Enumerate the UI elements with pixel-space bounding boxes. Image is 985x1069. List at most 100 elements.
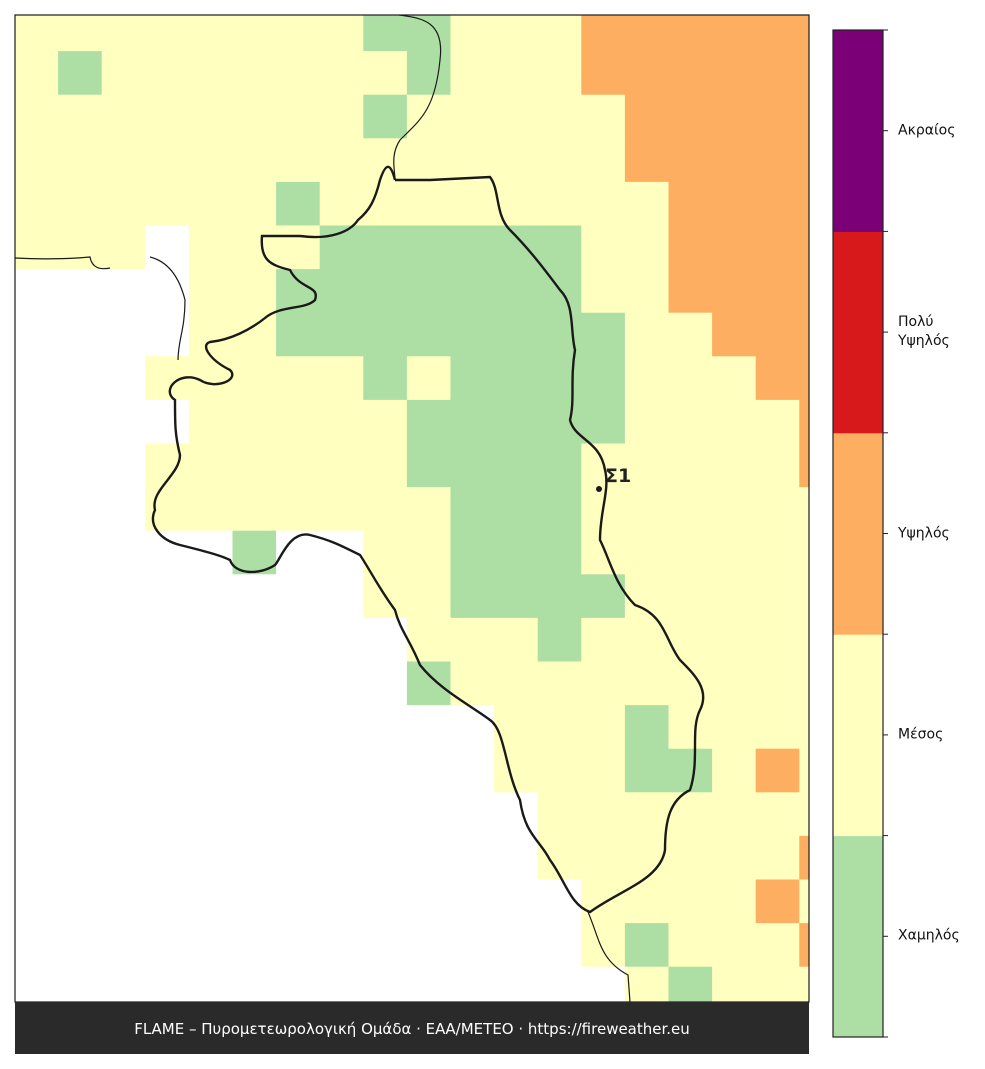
risk-cell: [406, 879, 451, 924]
risk-cell: [58, 487, 103, 532]
risk-cell: [668, 51, 713, 96]
risk-cell: [537, 835, 582, 880]
risk-cell: [537, 966, 582, 1002]
risk-cell: [58, 225, 103, 270]
risk-cell: [581, 181, 626, 226]
risk-cell: [58, 617, 103, 662]
risk-cell: [799, 138, 809, 183]
risk-cell: [58, 835, 103, 880]
risk-cell: [188, 312, 233, 357]
risk-cell: [363, 51, 408, 96]
risk-cell: [145, 617, 190, 662]
risk-cell: [581, 312, 626, 357]
risk-cell: [668, 181, 713, 226]
risk-cell: [58, 94, 103, 139]
risk-cell: [101, 225, 146, 270]
risk-cell: [276, 181, 321, 226]
risk-cell: [712, 617, 757, 662]
risk-cell: [799, 966, 809, 1002]
risk-cell: [276, 705, 321, 750]
risk-cell: [712, 879, 757, 924]
risk-cell: [406, 51, 451, 96]
risk-cell: [581, 399, 626, 444]
risk-cell: [581, 792, 626, 837]
risk-cell: [537, 487, 582, 532]
risk-cell: [232, 51, 277, 96]
risk-cell: [276, 138, 321, 183]
risk-cell: [537, 399, 582, 444]
risk-cell: [101, 399, 146, 444]
risk-cell: [755, 356, 800, 401]
risk-cell: [15, 792, 59, 837]
risk-cell: [755, 879, 800, 924]
risk-cell: [232, 443, 277, 488]
risk-cell: [494, 835, 539, 880]
risk-cell: [15, 966, 59, 1002]
risk-cell: [624, 15, 669, 52]
risk-cell: [406, 966, 451, 1002]
risk-cell: [537, 51, 582, 96]
risk-cell: [406, 487, 451, 532]
risk-cell: [188, 51, 233, 96]
risk-cell: [581, 225, 626, 270]
risk-cell: [15, 705, 59, 750]
risk-cell: [15, 15, 59, 52]
risk-cell: [494, 138, 539, 183]
risk-cell: [232, 792, 277, 837]
risk-cell: [450, 530, 495, 575]
risk-cell: [668, 792, 713, 837]
risk-cell: [581, 923, 626, 968]
risk-cell: [799, 312, 809, 357]
risk-cell: [668, 530, 713, 575]
risk-cell: [145, 574, 190, 619]
risk-cell: [581, 879, 626, 924]
risk-cell: [494, 399, 539, 444]
risk-cell: [755, 705, 800, 750]
risk-cell: [58, 443, 103, 488]
risk-cell: [58, 705, 103, 750]
risk-cell: [276, 792, 321, 837]
risk-cell: [712, 15, 757, 52]
risk-cell: [755, 748, 800, 793]
risk-cell: [232, 705, 277, 750]
risk-cell: [581, 966, 626, 1002]
risk-cell: [363, 966, 408, 1002]
risk-cell: [755, 530, 800, 575]
risk-cell: [232, 138, 277, 183]
risk-cell: [406, 312, 451, 357]
risk-cell: [406, 94, 451, 139]
risk-cell: [537, 530, 582, 575]
risk-cell: [319, 94, 364, 139]
risk-cell: [581, 356, 626, 401]
risk-cell: [537, 574, 582, 619]
risk-cell: [799, 530, 809, 575]
risk-cell: [712, 661, 757, 706]
risk-cell: [363, 792, 408, 837]
risk-cell: [188, 181, 233, 226]
risk-cell: [276, 356, 321, 401]
risk-cell: [581, 661, 626, 706]
risk-cell: [668, 269, 713, 314]
risk-cell: [406, 835, 451, 880]
risk-cell: [755, 923, 800, 968]
legend-label: Πολύ Υψηλός: [898, 314, 950, 350]
risk-cell: [537, 356, 582, 401]
risk-cell: [494, 966, 539, 1002]
risk-cell: [15, 138, 59, 183]
legend-swatch: [833, 30, 883, 232]
risk-cell: [668, 574, 713, 619]
risk-cell: [145, 835, 190, 880]
risk-cell: [232, 15, 277, 52]
risk-cell: [668, 94, 713, 139]
risk-cell: [668, 225, 713, 270]
risk-cell: [58, 399, 103, 444]
footer-text: FLAME – Πυρομετεωρολογική Ομάδα · ΕΑΑ/ME…: [134, 1020, 690, 1038]
risk-cell: [58, 138, 103, 183]
risk-cell: [799, 94, 809, 139]
risk-cell: [668, 138, 713, 183]
risk-cell: [581, 617, 626, 662]
risk-cell: [101, 94, 146, 139]
risk-cell: [494, 617, 539, 662]
risk-cell: [232, 966, 277, 1002]
risk-cell: [406, 705, 451, 750]
